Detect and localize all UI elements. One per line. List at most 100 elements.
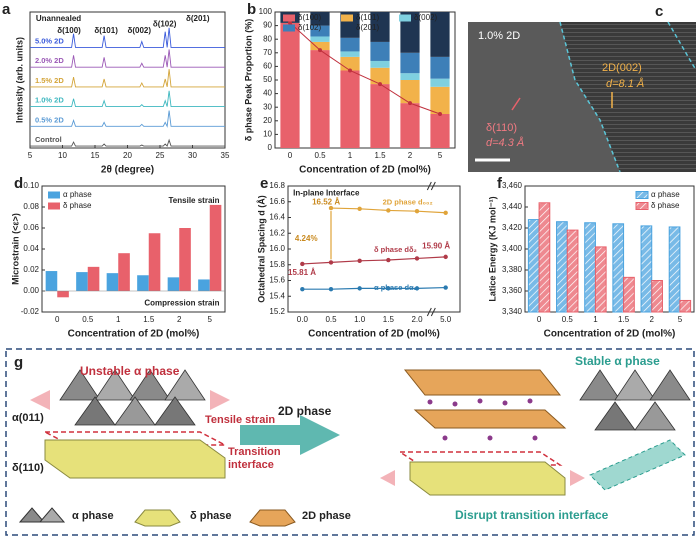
x-tick-label: 0 bbox=[55, 315, 60, 324]
series-line bbox=[30, 90, 225, 108]
organic-spacers bbox=[427, 398, 538, 441]
x-tick-label: 10 bbox=[58, 151, 67, 160]
bar-segment bbox=[400, 12, 420, 53]
y-tick-label: 16.4 bbox=[269, 213, 285, 222]
legend-label: δ(002) bbox=[414, 13, 437, 22]
bar-segment bbox=[310, 36, 330, 42]
annotation: δ(102) bbox=[153, 19, 177, 28]
x-tick-label: 0 bbox=[288, 151, 293, 160]
point bbox=[443, 285, 448, 290]
delta-slab bbox=[44, 439, 226, 479]
x-tick-label: 1 bbox=[593, 315, 598, 324]
bar bbox=[612, 223, 625, 313]
bar-segment bbox=[370, 67, 390, 85]
point bbox=[443, 254, 448, 260]
panel-letter: b bbox=[247, 1, 256, 18]
bar bbox=[679, 299, 692, 313]
y-tick-label: 15.8 bbox=[269, 260, 285, 269]
panel-letter: d bbox=[14, 175, 23, 192]
bar-segment bbox=[340, 56, 360, 71]
annotation: Unannealed bbox=[36, 14, 81, 23]
trend-point bbox=[438, 112, 442, 116]
bar-segment bbox=[430, 12, 450, 57]
bar-segment bbox=[430, 78, 450, 87]
panel-letter: e bbox=[260, 175, 268, 192]
arrow bbox=[570, 470, 585, 486]
legend-label: δ phase bbox=[651, 201, 680, 210]
bar-segment bbox=[310, 50, 330, 148]
atom bbox=[502, 400, 508, 406]
legend-swatch bbox=[341, 24, 353, 32]
series-line bbox=[30, 110, 225, 128]
panel-letter: a bbox=[2, 1, 11, 18]
y-tick-label: 60 bbox=[263, 62, 272, 71]
bar bbox=[623, 276, 635, 313]
series-line bbox=[30, 138, 225, 147]
point bbox=[300, 286, 305, 292]
x-tick-label: 0.5 bbox=[562, 315, 574, 324]
x-tick-label: 5 bbox=[438, 151, 443, 160]
y-tick-label: 3,380 bbox=[502, 265, 523, 274]
y-tick-label: 15.6 bbox=[269, 276, 285, 285]
legend-swatch bbox=[283, 14, 295, 22]
axis-break bbox=[430, 181, 436, 191]
bar bbox=[167, 277, 180, 291]
legend-icon bbox=[249, 509, 296, 527]
bar bbox=[57, 291, 69, 298]
x-tick-label: 5.0 bbox=[440, 315, 452, 324]
point bbox=[357, 206, 362, 212]
bar-segment bbox=[400, 52, 420, 74]
point bbox=[357, 258, 362, 264]
trend-point bbox=[288, 20, 292, 25]
arrow bbox=[380, 470, 395, 486]
bar-segment bbox=[400, 80, 420, 104]
bar bbox=[137, 275, 149, 291]
annotation: δ(101) bbox=[94, 26, 118, 35]
legend-label: 0.5% 2D bbox=[35, 115, 64, 124]
y-tick-label: 16.0 bbox=[269, 244, 285, 253]
y-tick-label: 0.02 bbox=[23, 265, 39, 274]
bar-segment bbox=[370, 60, 390, 68]
lattice-region bbox=[560, 22, 696, 172]
legend-swatch bbox=[48, 202, 60, 210]
point bbox=[300, 261, 305, 267]
point bbox=[386, 286, 391, 291]
bar-segment bbox=[430, 56, 450, 79]
alpha-octahedra bbox=[59, 369, 206, 426]
y-axis-label: Octahedral Spacing d (Å) bbox=[256, 195, 266, 303]
tem-image: c 1.0% 2D 2D(002) d=8.1 Å δ(110) d=4.3 Å bbox=[468, 3, 697, 173]
legend-label: δ(201) bbox=[356, 23, 379, 32]
trend-point bbox=[318, 48, 322, 53]
legend-label: α phase bbox=[72, 510, 114, 522]
trend-line bbox=[289, 22, 441, 115]
y-tick-label: 0.06 bbox=[23, 223, 39, 232]
legend-label: δ phase bbox=[63, 201, 92, 210]
series-line bbox=[302, 256, 446, 265]
legend-label: α phase bbox=[651, 190, 680, 199]
point bbox=[328, 286, 334, 292]
point bbox=[386, 257, 391, 263]
legend-label: α phase bbox=[63, 190, 92, 199]
axis-break bbox=[430, 307, 436, 317]
legend-label: 5.0% 2D bbox=[35, 36, 64, 45]
bar bbox=[148, 233, 161, 291]
axis-break bbox=[426, 307, 432, 317]
octahedron bbox=[129, 369, 171, 401]
legend-label: α phase dα₂ bbox=[374, 283, 417, 292]
bar bbox=[584, 222, 596, 313]
y-tick-label: 0.04 bbox=[23, 244, 39, 253]
x-axis-label: 2θ (degree) bbox=[101, 165, 154, 176]
y-tick-label: 0.08 bbox=[23, 202, 39, 211]
octahedron bbox=[94, 369, 136, 401]
bar-segment bbox=[340, 70, 360, 148]
x-tick-label: 0.5 bbox=[82, 315, 94, 324]
y-tick-label: 70 bbox=[263, 48, 272, 57]
octahedron bbox=[114, 396, 156, 426]
x-tick-label: 1.0 bbox=[354, 315, 366, 324]
panel-letter: g bbox=[14, 354, 23, 371]
diagram-label: α(011) bbox=[12, 412, 44, 424]
y-axis-label: Intensity (arb. units) bbox=[14, 37, 24, 123]
interface-plane bbox=[397, 451, 563, 466]
x-tick-label: 25 bbox=[156, 151, 165, 160]
